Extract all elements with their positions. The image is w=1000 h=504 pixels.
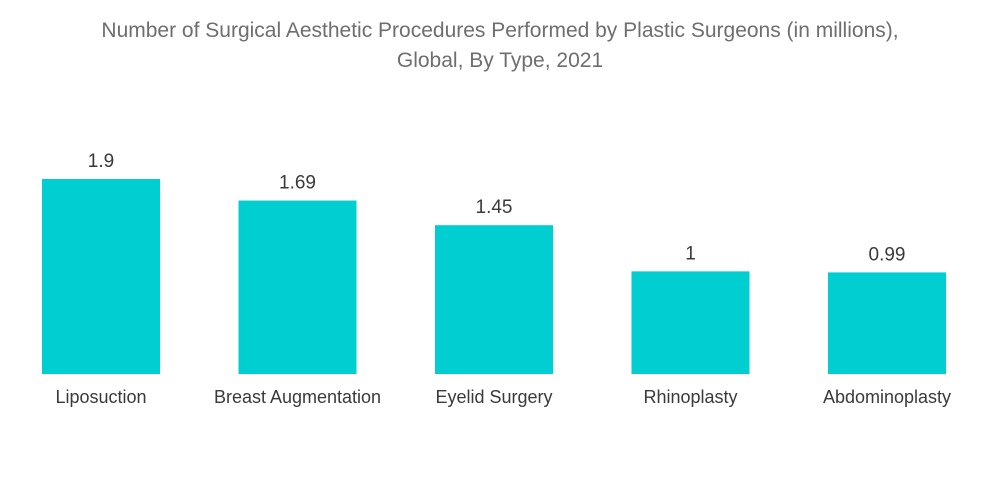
chart-title-line-2: Global, By Type, 2021 (396, 49, 604, 72)
category-label-abdominoplasty: Abdominoplasty (823, 387, 951, 407)
chart-title: Number of Surgical Aesthetic Procedures … (0, 16, 1000, 76)
bar-eyelid-surgery (435, 225, 553, 374)
value-label-liposuction: 1.9 (88, 151, 114, 172)
value-label-breast-augmentation: 1.69 (279, 173, 316, 194)
value-label-eyelid-surgery: 1.45 (476, 197, 513, 218)
value-label-abdominoplasty: 0.99 (869, 244, 906, 265)
category-label-eyelid-surgery: Eyelid Surgery (435, 387, 552, 407)
chart-title-line-1: Number of Surgical Aesthetic Procedures … (101, 19, 899, 42)
bar-rhinoplasty (631, 271, 750, 374)
category-label-liposuction: Liposuction (55, 387, 146, 407)
value-label-rhinoplasty: 1 (685, 243, 696, 264)
bar-abdominoplasty (828, 272, 946, 374)
bar-breast-augmentation (238, 200, 357, 374)
bar-liposuction (42, 179, 160, 374)
category-label-rhinoplasty: Rhinoplasty (643, 387, 737, 407)
category-label-breast-augmentation: Breast Augmentation (214, 387, 381, 407)
